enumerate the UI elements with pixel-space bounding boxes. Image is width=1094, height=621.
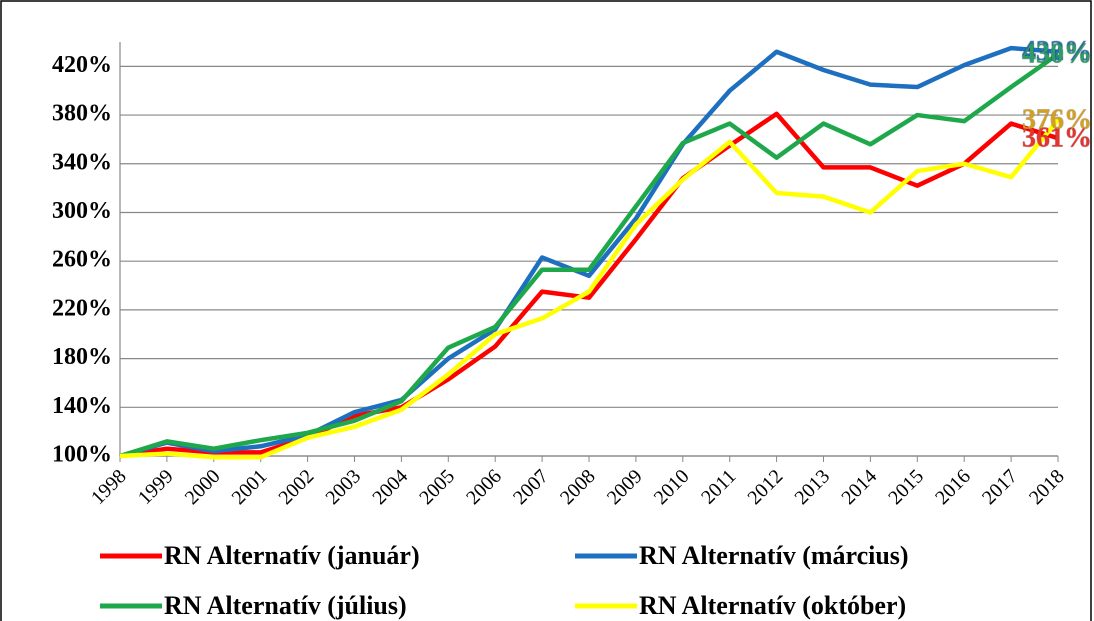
value-label: 430% bbox=[1022, 39, 1092, 70]
y-tick-label: 180% bbox=[52, 344, 112, 370]
value-label: 361% bbox=[1022, 123, 1092, 154]
x-tick-label: 2005 bbox=[415, 465, 459, 509]
x-tick-label: 2013 bbox=[790, 465, 834, 509]
series-line bbox=[119, 111, 1059, 459]
x-tick-label: 2012 bbox=[744, 465, 788, 509]
legend-label: RN Alternatív (március) bbox=[639, 541, 909, 570]
x-tick-label: 2008 bbox=[556, 465, 600, 509]
x-tick-label: 2004 bbox=[368, 465, 412, 509]
y-tick-label: 100% bbox=[52, 442, 112, 468]
value-label: 376% bbox=[1022, 104, 1092, 135]
y-tick-label: 420% bbox=[52, 52, 112, 78]
x-tick-label: 2002 bbox=[275, 465, 319, 509]
x-tick-label: 1998 bbox=[87, 465, 131, 509]
x-tick-label: 2001 bbox=[228, 465, 272, 509]
series-line bbox=[119, 118, 1060, 460]
x-tick-label: 2003 bbox=[321, 465, 365, 509]
x-tick-label: 2007 bbox=[509, 465, 553, 509]
y-tick-label: 380% bbox=[52, 101, 112, 127]
x-tick-label: 2011 bbox=[697, 465, 740, 508]
value-label: 432% bbox=[1022, 36, 1092, 67]
series-line bbox=[119, 45, 1059, 459]
x-tick-label: 1999 bbox=[134, 465, 178, 509]
y-tick-label: 140% bbox=[52, 393, 112, 419]
y-tick-label: 220% bbox=[52, 295, 112, 321]
x-tick-label: 2017 bbox=[978, 465, 1022, 509]
y-tick-label: 340% bbox=[52, 149, 112, 175]
y-tick-label: 260% bbox=[52, 247, 112, 273]
y-tick-label: 300% bbox=[52, 198, 112, 224]
legend-label: RN Alternatív (október) bbox=[639, 591, 906, 620]
x-tick-label: 2010 bbox=[650, 465, 694, 509]
x-tick-label: 2006 bbox=[462, 465, 506, 509]
x-tick-label: 2018 bbox=[1025, 465, 1069, 509]
x-tick-label: 2014 bbox=[837, 465, 881, 509]
x-tick-label: 2009 bbox=[603, 465, 647, 509]
legend-label: RN Alternatív (július) bbox=[164, 591, 407, 620]
x-tick-label: 2000 bbox=[181, 465, 225, 509]
series-line bbox=[119, 52, 1060, 459]
legend-label: RN Alternatív (január) bbox=[164, 541, 420, 570]
x-tick-label: 2016 bbox=[931, 465, 975, 509]
x-tick-label: 2015 bbox=[884, 465, 928, 509]
